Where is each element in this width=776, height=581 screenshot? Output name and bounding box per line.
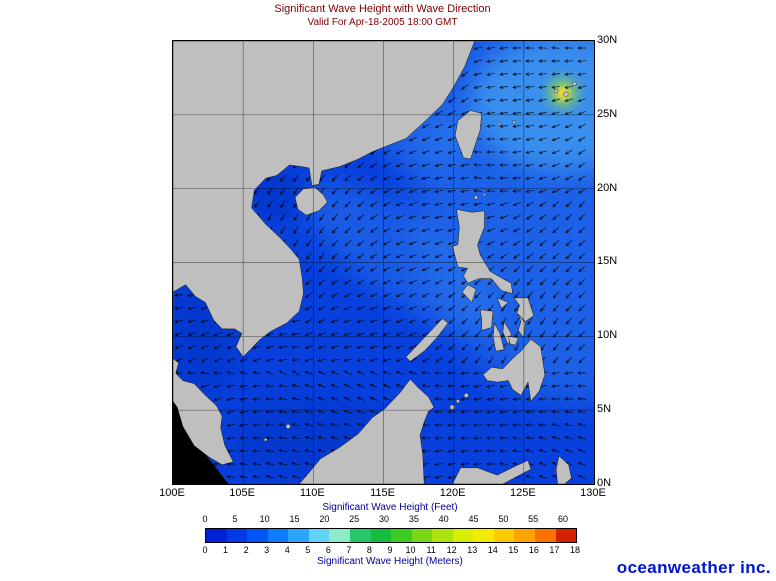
latitude-label: 15N [597,255,618,268]
longitude-label: 125E [509,487,536,499]
meters-tick-label: 15 [508,545,519,555]
colorbar-segment [535,529,556,542]
feet-tick-label: 45 [468,514,479,524]
wave-height-map [173,41,594,484]
meters-tick-label: 6 [325,545,331,555]
colorbar-segment [370,529,392,542]
latitude-label: 5N [597,403,612,416]
colorbar-segment [391,529,412,542]
colorbar-segment [432,529,453,542]
longitude-label: 130E [580,487,606,499]
meters-tick-label: 13 [467,545,478,555]
colorbar-segment [288,529,309,542]
colorbar-segment [493,529,515,542]
colorbar-segment [349,529,371,542]
meters-tick-label: 5 [305,545,311,555]
meters-tick-label: 7 [346,545,352,555]
feet-tick-label: 35 [408,514,419,524]
feet-tick-label: 55 [528,514,539,524]
land-layer [173,41,577,484]
colorbar-segment [267,529,289,542]
feet-tick-label: 20 [319,514,330,524]
graticule-layer [173,41,594,484]
colorbar-segment [411,529,433,542]
feet-tick-label: 25 [349,514,360,524]
feet-tick-label: 15 [289,514,300,524]
legend-colorbar [205,528,577,543]
colorbar-segment [329,529,350,542]
longitude-label: 120E [439,487,466,499]
map-panel [172,40,595,485]
oceanweather-logo: oceanweather inc. [616,558,771,577]
colorbar-segment [452,529,474,542]
colorbar-segment [206,529,227,542]
meters-tick-label: 12 [446,545,457,555]
meters-tick-label: 14 [487,545,498,555]
longitude-label: 110E [299,487,325,499]
meters-tick-label: 8 [366,545,372,555]
chart-valid-time: Valid For Apr-18-2005 18:00 GMT [307,17,458,28]
colorbar-segment [308,529,330,542]
longitude-label: 105E [229,487,255,499]
colorbar-segment [247,529,268,542]
meters-tick-label: 3 [264,545,270,555]
meters-tick-label: 16 [528,545,539,555]
colorbar-segment [555,529,577,542]
feet-tick-label: 10 [259,514,270,524]
feet-tick-label: 60 [557,514,568,524]
meters-tick-label: 17 [549,545,560,555]
longitude-label: 100E [159,487,185,499]
latitude-label: 10N [597,329,618,342]
feet-tick-label: 0 [202,514,208,524]
chart-title: Significant Wave Height with Wave Direct… [274,3,491,15]
colorbar-segment [473,529,494,542]
feet-tick-label: 30 [378,514,389,524]
colorbar-segment [514,529,535,542]
meters-tick-label: 4 [284,545,290,555]
meters-tick-label: 0 [202,545,208,555]
feet-tick-label: 5 [232,514,238,524]
longitude-label: 115E [370,487,395,499]
feet-tick-label: 40 [438,514,449,524]
meters-tick-label: 18 [569,545,580,555]
latitude-label: 30N [597,34,618,46]
meters-tick-label: 10 [405,545,416,555]
legend-feet-title: Significant Wave Height (Feet) [322,502,458,513]
meters-tick-label: 1 [223,545,229,555]
meters-tick-label: 11 [426,545,436,555]
latitude-label: 25N [597,107,618,120]
meters-tick-label: 9 [387,545,393,555]
meters-tick-label: 2 [243,545,249,555]
colorbar-segment [226,529,248,542]
latitude-label: 20N [597,181,618,194]
legend-meters-title: Significant Wave Height (Meters) [317,556,463,567]
feet-tick-label: 50 [498,514,509,524]
latitude-label: 0N [597,476,612,489]
